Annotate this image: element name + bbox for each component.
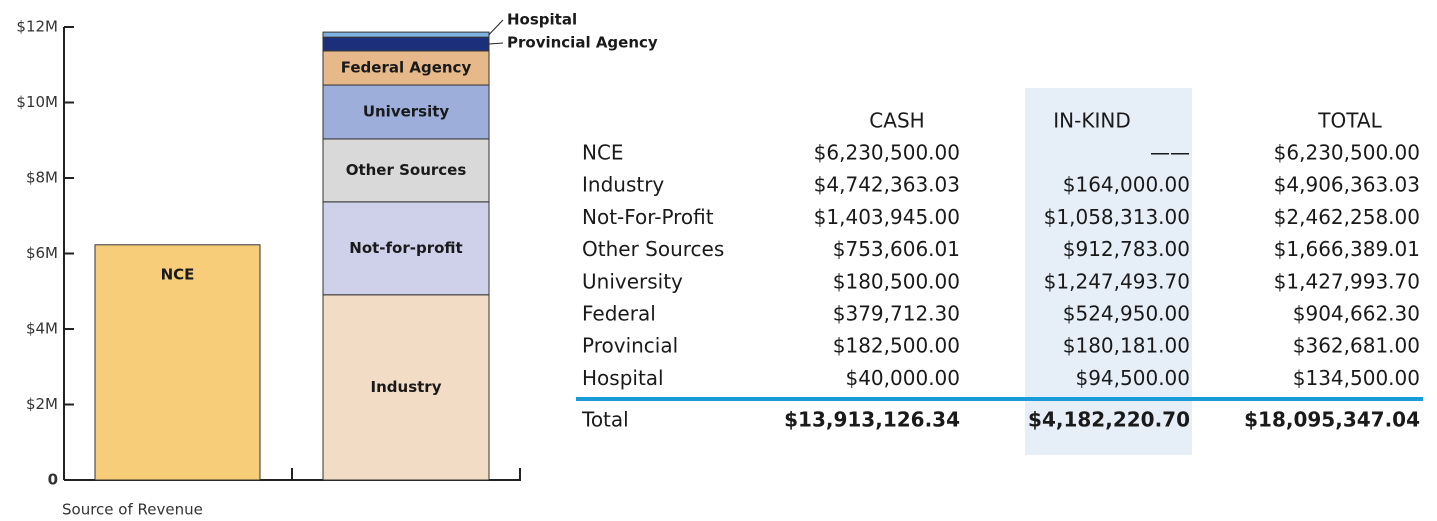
bar-segment (322, 36, 490, 52)
y-tick-label: $6M (26, 244, 58, 262)
cell: $182,500.00 (833, 334, 960, 358)
in-kind-highlight (1025, 88, 1192, 455)
cell: $1,403,945.00 (814, 205, 960, 229)
cell: $2,462,258.00 (1274, 205, 1420, 229)
row-label: University (582, 269, 683, 293)
cell: $1,058,313.00 (1044, 205, 1190, 229)
total-label: Total (581, 408, 629, 432)
segment-label: Federal Agency (341, 58, 472, 76)
cell: $6,230,500.00 (1274, 141, 1420, 165)
cell: $180,500.00 (833, 269, 960, 293)
total-cell: $18,095,347.04 (1244, 408, 1420, 432)
leader-line (488, 19, 504, 35)
column-header: IN-KIND (1053, 109, 1130, 133)
row-label: NCE (582, 141, 624, 165)
bar-segment (322, 201, 490, 296)
column-header: CASH (869, 109, 924, 133)
row-label: Provincial (582, 334, 678, 358)
row-label: Hospital (582, 366, 664, 390)
bar-segment (322, 50, 490, 86)
row-label: Federal (582, 302, 656, 326)
segment-label: Not-for-profit (349, 239, 462, 257)
cell: $524,950.00 (1063, 302, 1190, 326)
cell: $904,662.30 (1293, 302, 1420, 326)
row-label: Not-For-Profit (582, 205, 714, 229)
y-tick-label: $4M (26, 320, 58, 338)
bar-segment (94, 244, 261, 481)
segment-label: University (363, 102, 450, 120)
bar-segment (322, 84, 490, 140)
y-tick-label: 0 (48, 471, 58, 489)
cell: $1,427,993.70 (1274, 269, 1420, 293)
y-tick-label: $2M (26, 395, 58, 413)
bar-segment (322, 31, 490, 38)
cell: $40,000.00 (845, 366, 960, 390)
cell: $4,906,363.03 (1274, 173, 1420, 197)
leader-line (488, 42, 504, 45)
y-tick-label: $8M (26, 169, 58, 187)
total-cell: $4,182,220.70 (1028, 408, 1190, 432)
segment-label: NCE (161, 265, 195, 283)
cell: $912,783.00 (1063, 237, 1190, 261)
cell: $164,000.00 (1063, 173, 1190, 197)
cell: $4,742,363.03 (814, 173, 960, 197)
cell: $6,230,500.00 (814, 141, 960, 165)
segment-label: Provincial Agency (507, 34, 658, 52)
segment-label: Industry (371, 378, 442, 396)
cell: —— (1150, 141, 1190, 165)
y-tick-label: $10M (16, 93, 58, 111)
total-cell: $13,913,126.34 (784, 408, 960, 432)
bar-segment (322, 138, 490, 203)
cell: $134,500.00 (1293, 366, 1420, 390)
x-axis-label: Source of Revenue (62, 501, 203, 519)
segment-label: Hospital (507, 11, 577, 29)
cell: $1,247,493.70 (1044, 269, 1190, 293)
cell: $362,681.00 (1293, 334, 1420, 358)
cell: $1,666,389.01 (1274, 237, 1420, 261)
cell: $753,606.01 (833, 237, 960, 261)
row-label: Other Sources (582, 237, 724, 261)
bar-segment (322, 294, 490, 481)
cell: $94,500.00 (1075, 366, 1190, 390)
cell: $180,181.00 (1063, 334, 1190, 358)
segment-label: Other Sources (346, 161, 467, 179)
column-header: TOTAL (1317, 109, 1382, 133)
y-tick-label: $12M (16, 18, 58, 36)
row-label: Industry (582, 173, 664, 197)
cell: $379,712.30 (833, 302, 960, 326)
